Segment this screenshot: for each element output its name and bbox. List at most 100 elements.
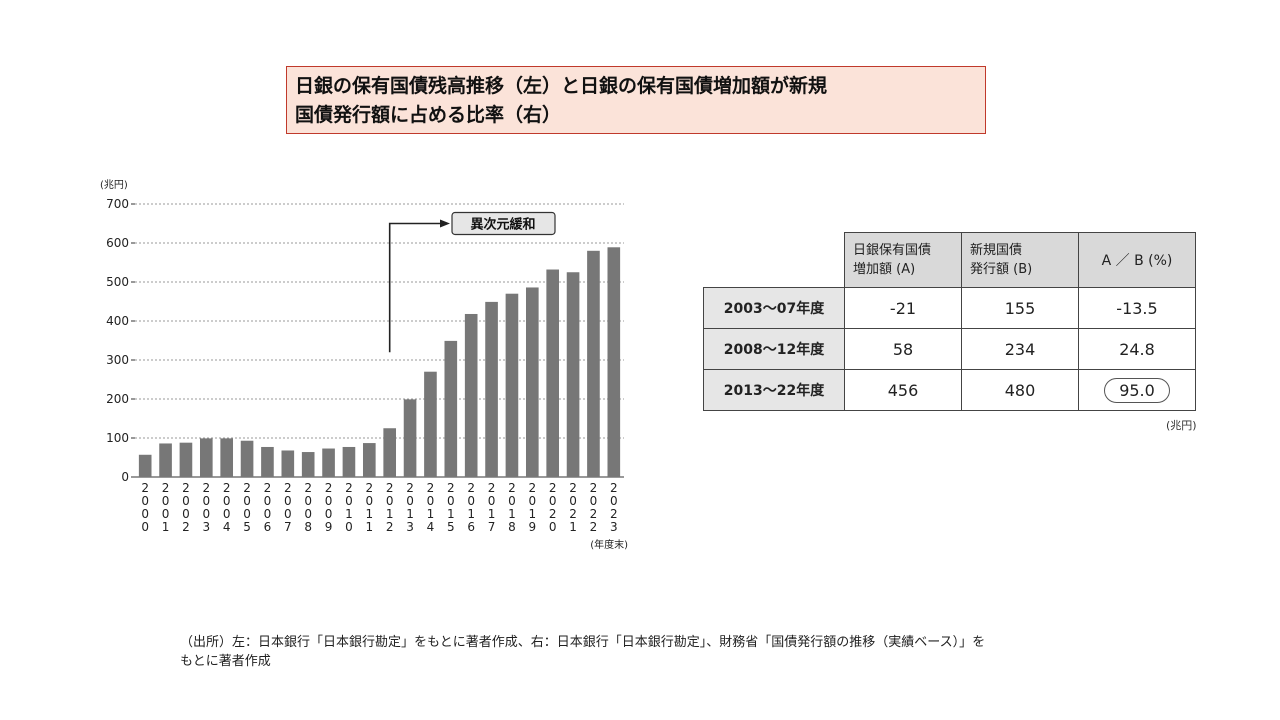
bar [607, 247, 621, 477]
annotation-box [451, 211, 556, 236]
y-tick-labels: 0 100 200 300 400 500 600 700 (兆円) [100, 179, 129, 484]
header-b-line1: 新規国債 [970, 243, 1023, 258]
table-corner [703, 232, 845, 288]
bar [199, 438, 213, 477]
table-row: 2013～22年度 456 480 95.0 [703, 369, 1196, 411]
header-b-line2: 発行額 (B) [970, 262, 1033, 277]
source-note: （出所）左：日本銀行「日本銀行勘定」をもとに著者作成、右：日本銀行「日本銀行勘定… [180, 633, 1200, 671]
y-tick-label: 300 [106, 353, 129, 367]
cell-b: 155 [961, 287, 1079, 329]
bar [179, 442, 193, 477]
x-tick-labels: 2 0 0 0 2 0 0 1 2 0 0 2 2 0 0 3 2 0 0 4 2 0 0 5 2 0 0 6 2 0 0 7 2 0 0 8 2 0 0 9… [141, 481, 628, 551]
bar [525, 287, 539, 477]
annotation-arrowhead [440, 219, 450, 228]
y-tick-label: 100 [106, 431, 129, 445]
table-unit-label: (兆円) [1166, 419, 1197, 432]
bar [566, 272, 580, 477]
bar [587, 250, 600, 477]
annotation: 異次元緩和 [388, 211, 556, 353]
y-tick-label: 400 [106, 314, 129, 328]
y-tick-label: 200 [106, 392, 129, 406]
bar [362, 443, 376, 477]
y-unit-label: (兆円) [100, 179, 128, 191]
annotation-arrow [388, 222, 442, 353]
header-ratio: A ／ B (%) [1078, 232, 1196, 288]
y-tick-label: 0 [121, 470, 129, 484]
title-line-2: 国債発行額に占める比率（右） [295, 104, 562, 126]
table-row: 2003～07年度 -21 155 -13.5 [703, 287, 1196, 329]
bar [444, 340, 458, 477]
source-line-1: （出所）左：日本銀行「日本銀行勘定」をもとに著者作成、右：日本銀行「日本銀行勘定… [180, 635, 986, 650]
y-tick-label: 500 [106, 275, 129, 289]
cell-ratio-highlight: 95.0 [1078, 369, 1196, 411]
bar [546, 269, 560, 477]
bar [464, 313, 478, 477]
row-label: 2003～07年度 [703, 287, 845, 329]
header-b: 新規国債 発行額 (B) [961, 232, 1079, 288]
bars [138, 247, 621, 477]
cell-a: 58 [844, 328, 962, 370]
bar [485, 301, 498, 477]
ratio-table: 日銀保有国債 増加額 (A) 新規国債 発行額 (B) A ／ B (%) 20… [703, 232, 1196, 411]
bar [301, 452, 315, 477]
source-line-2: もとに著者作成 [180, 654, 271, 669]
y-tick-label: 600 [106, 236, 129, 250]
bar [281, 450, 295, 477]
title-line-1: 日銀の保有国債残高推移（左）と日銀の保有国債増加額が新規 [295, 75, 828, 97]
bar [138, 454, 152, 477]
circled-value: 95.0 [1104, 377, 1170, 403]
cell-a: 456 [844, 369, 962, 411]
bar [322, 448, 335, 477]
bar [261, 446, 274, 477]
bar [342, 446, 356, 477]
x-unit-label: (年度末) [590, 538, 628, 551]
annotation-label: 異次元緩和 [470, 217, 535, 233]
header-a: 日銀保有国債 増加額 (A) [844, 232, 962, 288]
page-title: 日銀の保有国債残高推移（左）と日銀の保有国債増加額が新規 国債発行額に占める比率… [286, 66, 986, 134]
header-a-line1: 日銀保有国債 [853, 243, 932, 258]
cell-a: -21 [844, 287, 962, 329]
table-row: 2008～12年度 58 234 24.8 [703, 328, 1196, 370]
cell-b: 480 [961, 369, 1079, 411]
bar [505, 293, 519, 477]
row-label: 2008～12年度 [703, 328, 845, 370]
bar [424, 371, 437, 477]
cell-ratio: 24.8 [1078, 328, 1196, 370]
cell-b: 234 [961, 328, 1079, 370]
grid-lines [131, 203, 624, 478]
y-tick-label: 700 [106, 197, 129, 211]
row-label: 2013～22年度 [703, 369, 845, 411]
bar [220, 438, 234, 477]
bar [159, 443, 172, 477]
cell-ratio: -13.5 [1078, 287, 1196, 329]
bar [383, 428, 397, 477]
bar [403, 399, 417, 477]
bar [240, 440, 254, 477]
header-a-line2: 増加額 (A) [853, 262, 916, 277]
